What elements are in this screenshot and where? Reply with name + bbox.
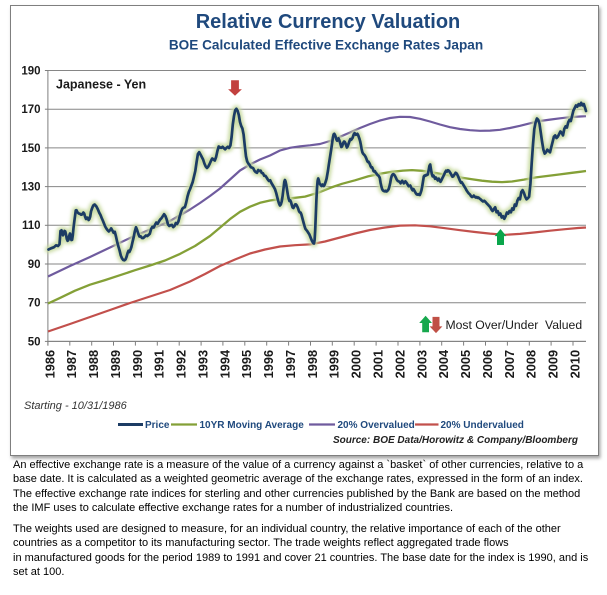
svg-text:1998: 1998	[305, 350, 320, 378]
svg-text:Starting - 10/31/1986: Starting - 10/31/1986	[24, 400, 128, 412]
svg-text:2010: 2010	[567, 350, 582, 378]
svg-text:1986: 1986	[42, 350, 57, 378]
svg-text:20% Overvalued: 20% Overvalued	[338, 420, 415, 431]
svg-text:Most Over/Under Valued: Most Over/Under Valued	[446, 318, 583, 332]
svg-text:150: 150	[21, 143, 40, 155]
svg-text:1995: 1995	[239, 350, 254, 378]
svg-text:10YR Moving Average: 10YR Moving Average	[200, 420, 305, 431]
svg-text:50: 50	[28, 336, 41, 348]
svg-text:1993: 1993	[196, 350, 211, 378]
svg-text:1989: 1989	[108, 350, 123, 378]
svg-text:2006: 2006	[480, 350, 495, 378]
svg-text:1997: 1997	[283, 350, 298, 378]
svg-text:110: 110	[22, 220, 41, 232]
svg-text:Relative Currency Valuation: Relative Currency Valuation	[196, 11, 461, 33]
svg-text:Price: Price	[145, 420, 170, 431]
svg-text:2008: 2008	[524, 350, 539, 378]
svg-text:1991: 1991	[152, 350, 167, 378]
svg-text:1990: 1990	[130, 350, 145, 378]
svg-text:2002: 2002	[392, 350, 407, 378]
svg-text:20% Undervalued: 20% Undervalued	[441, 420, 524, 431]
svg-text:170: 170	[21, 104, 40, 116]
svg-text:2007: 2007	[502, 350, 517, 378]
svg-text:2003: 2003	[414, 350, 429, 378]
svg-text:2000: 2000	[349, 350, 364, 378]
svg-text:1999: 1999	[327, 350, 342, 378]
svg-text:1987: 1987	[64, 350, 79, 378]
svg-text:1992: 1992	[174, 350, 189, 378]
svg-text:2005: 2005	[458, 350, 473, 378]
svg-text:1996: 1996	[261, 350, 276, 378]
svg-text:1988: 1988	[86, 350, 101, 378]
svg-text:90: 90	[28, 259, 41, 271]
svg-text:Source: BOE Data/Horowitz & Co: Source: BOE Data/Horowitz & Company/Bloo…	[333, 435, 578, 446]
svg-text:2001: 2001	[371, 350, 386, 378]
svg-text:70: 70	[28, 298, 41, 310]
svg-text:1994: 1994	[217, 349, 232, 378]
svg-text:BOE Calculated Effective Excha: BOE Calculated Effective Exchange Rates …	[169, 38, 483, 53]
svg-text:190: 190	[21, 65, 40, 77]
svg-text:2004: 2004	[436, 349, 451, 378]
svg-text:Japanese - Yen: Japanese - Yen	[56, 78, 146, 92]
svg-text:2009: 2009	[546, 350, 561, 378]
svg-text:130: 130	[21, 182, 40, 194]
